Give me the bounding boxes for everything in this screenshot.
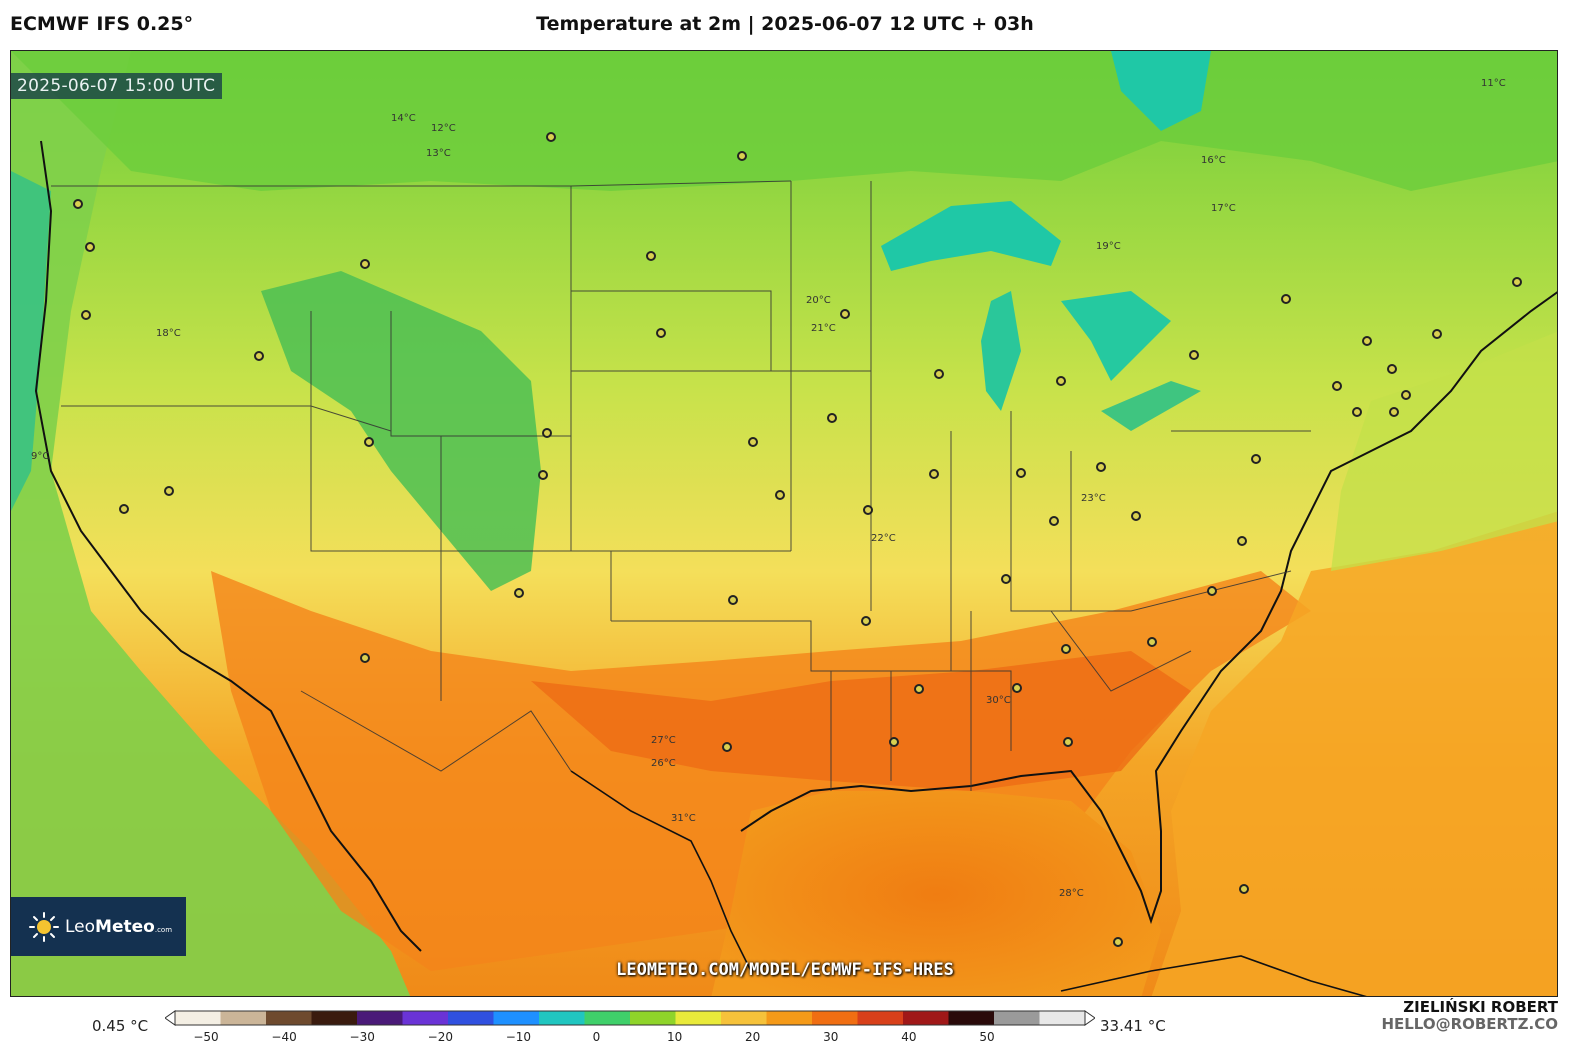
- atlantic-mild-zone: [1331, 331, 1557, 571]
- valid-time-stamp: 2025-06-07 15:00 UTC: [11, 73, 223, 99]
- temperature-map[interactable]: 12°C 13°C 14°C 16°C 17°C 18°C 19°C 20°C …: [10, 50, 1558, 997]
- colorbar-tick-label: 10: [666, 1030, 683, 1044]
- svg-text:22°C: 22°C: [871, 533, 896, 544]
- lake-superior: [881, 201, 1061, 271]
- svg-text:13°C: 13°C: [426, 148, 451, 159]
- colorbar-segment: [630, 1011, 676, 1025]
- colorbar-segment: [402, 1011, 449, 1025]
- colorbar-min-label: 0.45 °C: [92, 1017, 149, 1035]
- gulf-of-mexico: [711, 791, 1161, 996]
- colorbar-segment: [175, 1011, 221, 1025]
- colorbar-segment: [812, 1011, 858, 1025]
- pacific-cool-zone: [11, 51, 411, 996]
- author-email[interactable]: HELLO@ROBERTZ.CO: [1381, 1015, 1558, 1033]
- svg-text:21°C: 21°C: [811, 323, 836, 334]
- colorbar-tick-label: 50: [979, 1030, 995, 1044]
- colorbar-tick-label: −30: [349, 1030, 375, 1044]
- colorbar-tick-label: −40: [271, 1030, 297, 1044]
- colorbar: [165, 1010, 1095, 1026]
- svg-text:19°C: 19°C: [1096, 241, 1121, 252]
- atlantic-warm-zone: [1151, 511, 1557, 996]
- lake-huron: [1061, 291, 1171, 381]
- colorbar-segment: [766, 1011, 813, 1025]
- svg-text:16°C: 16°C: [1201, 155, 1226, 166]
- svg-text:31°C: 31°C: [671, 813, 696, 824]
- author-credit: ZIELIŃSKI ROBERT HELLO@ROBERTZ.CO: [1381, 999, 1558, 1033]
- rockies-cool-zone: [261, 271, 541, 591]
- coastal-cold-zone: [11, 171, 51, 511]
- colorbar-segment: [675, 1011, 722, 1025]
- state-borders: [51, 180, 1311, 791]
- colorbar-tick-label: 30: [823, 1030, 839, 1044]
- logo-text: LeoMeteo.com: [65, 916, 173, 937]
- colorbar-segment: [857, 1011, 904, 1025]
- hudson-bay-cold: [1111, 51, 1211, 131]
- colorbar-segment: [357, 1011, 403, 1025]
- svg-text:26°C: 26°C: [651, 758, 676, 769]
- colorbar-tick-label: −20: [427, 1030, 453, 1044]
- colorbar-max-arrow: [1084, 1010, 1095, 1026]
- colorbar-segment: [903, 1011, 949, 1025]
- colorbar-segment: [266, 1011, 312, 1025]
- isotherm-labels: 12°C 13°C 14°C 16°C 17°C 18°C 19°C 20°C …: [31, 78, 1506, 899]
- author-name: ZIELIŃSKI ROBERT: [1403, 998, 1558, 1016]
- colorbar-segment: [948, 1011, 995, 1025]
- svg-text:28°C: 28°C: [1059, 888, 1084, 899]
- colorbar-min-arrow: [165, 1010, 176, 1026]
- east-gulf-coastline: [740, 291, 1557, 925]
- lake-erie: [1101, 381, 1201, 431]
- svg-text:14°C: 14°C: [391, 113, 416, 124]
- colorbar-segment: [311, 1011, 358, 1025]
- svg-text:11°C: 11°C: [1481, 78, 1506, 89]
- southeast-hot-zone: [531, 651, 1191, 791]
- colorbar-tick-label: 40: [901, 1030, 917, 1044]
- cuba-coastline: [1060, 955, 1367, 996]
- svg-text:18°C: 18°C: [156, 328, 181, 339]
- texas-mexico-coastline: [570, 770, 752, 972]
- colorbar-ticks: −50 −40 −30 −20 −10 0 10 20 30 40 50: [0, 1030, 1570, 1046]
- map-canvas: 12°C 13°C 14°C 16°C 17°C 18°C 19°C 20°C …: [11, 51, 1557, 996]
- colorbar-segment: [994, 1011, 1040, 1025]
- svg-text:20°C: 20°C: [806, 295, 831, 306]
- colorbar-segment: [493, 1011, 540, 1025]
- colorbar-segment: [220, 1011, 267, 1025]
- svg-text:30°C: 30°C: [986, 695, 1011, 706]
- lake-michigan: [981, 291, 1021, 411]
- colorbar-tick-label: −50: [193, 1030, 219, 1044]
- svg-text:27°C: 27°C: [651, 735, 676, 746]
- map-title: Temperature at 2m | 2025-06-07 12 UTC + …: [536, 13, 1034, 35]
- colorbar-max-label: 33.41 °C: [1100, 1017, 1166, 1035]
- leometeo-logo[interactable]: LeoMeteo.com: [11, 897, 186, 956]
- colorbar-tick-label: −10: [505, 1030, 532, 1044]
- colorbar-tick-label: 20: [745, 1030, 761, 1044]
- colorbar-segment: [1039, 1011, 1086, 1025]
- colorbar-tick-label: 0: [592, 1030, 601, 1044]
- city-markers: [73, 132, 1522, 947]
- svg-text:17°C: 17°C: [1211, 203, 1236, 214]
- svg-text:12°C: 12°C: [431, 123, 456, 134]
- colorbar-segment: [448, 1011, 494, 1025]
- colorbar-segment: [721, 1011, 767, 1025]
- svg-text:9°C: 9°C: [31, 451, 49, 462]
- colorbar-segment: [584, 1011, 631, 1025]
- svg-text:23°C: 23°C: [1081, 493, 1106, 504]
- model-name: ECMWF IFS 0.25°: [10, 13, 194, 35]
- pacific-coastline: [34, 140, 422, 952]
- sun-icon: [29, 911, 59, 942]
- colorbar-frame: [174, 1010, 1086, 1026]
- source-url[interactable]: LEOMETEO.COM/MODEL/ECMWF-IFS-HRES: [616, 960, 954, 980]
- colorbar-segment: [539, 1011, 585, 1025]
